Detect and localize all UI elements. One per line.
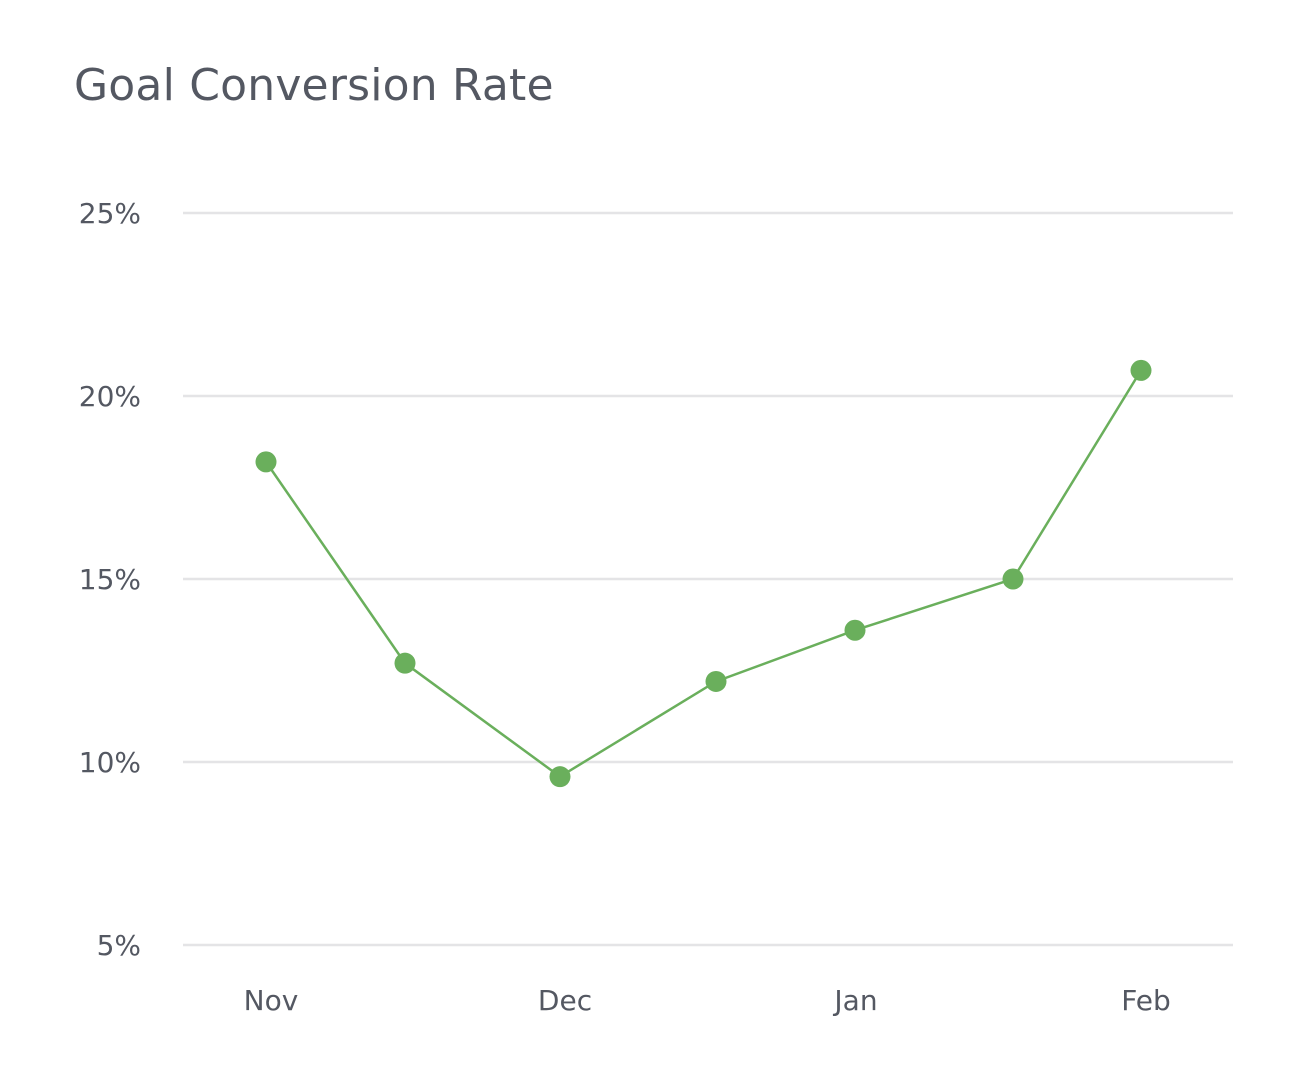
- y-tick-label: 10%: [79, 746, 141, 779]
- data-point[interactable]: [1130, 359, 1152, 381]
- x-axis-ticks: Nov Dec Jan Feb: [244, 984, 1171, 1017]
- y-tick-label: 5%: [97, 929, 141, 962]
- x-tick-label: Dec: [538, 984, 592, 1017]
- chart-title: Goal Conversion Rate: [74, 60, 554, 111]
- series-layer: [255, 359, 1152, 788]
- gridlines: [183, 211, 1233, 947]
- data-point[interactable]: [549, 766, 571, 788]
- data-point[interactable]: [255, 451, 277, 473]
- y-tick-label: 20%: [79, 380, 141, 413]
- data-point[interactable]: [1002, 568, 1024, 590]
- y-tick-label: 25%: [79, 197, 141, 230]
- y-axis-ticks: 25% 20% 15% 10% 5%: [79, 197, 141, 962]
- data-point[interactable]: [394, 652, 416, 674]
- x-tick-label: Jan: [832, 984, 877, 1017]
- data-point[interactable]: [705, 670, 727, 692]
- data-point[interactable]: [844, 619, 866, 641]
- x-tick-label: Nov: [244, 984, 299, 1017]
- y-tick-label: 15%: [79, 563, 141, 596]
- x-tick-label: Feb: [1121, 984, 1171, 1017]
